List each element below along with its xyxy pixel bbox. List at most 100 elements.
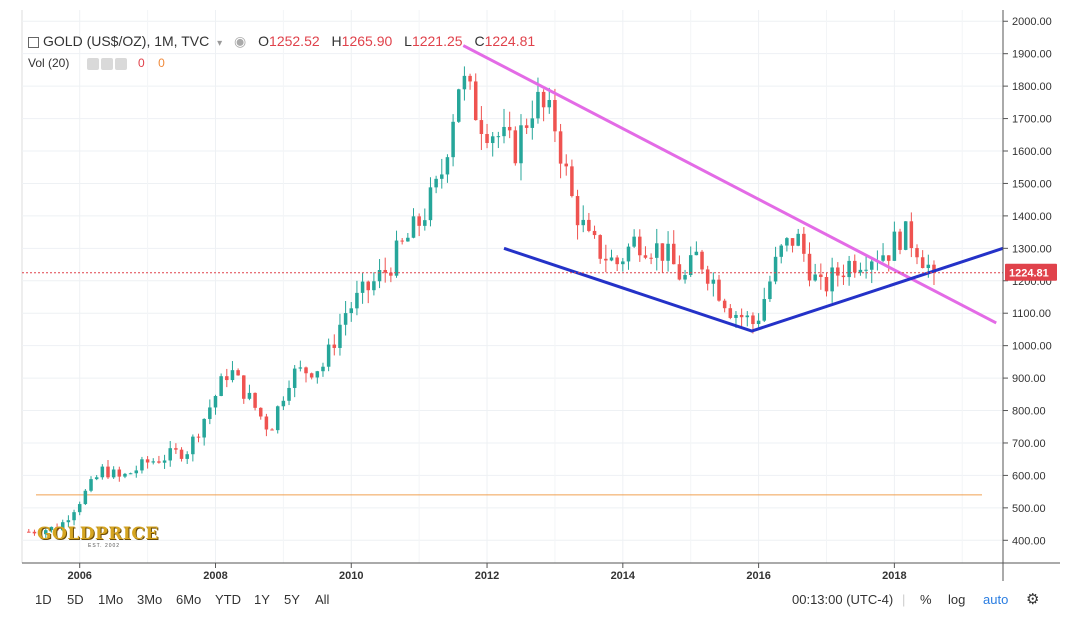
candle-down <box>807 253 812 281</box>
candle-up <box>377 269 382 282</box>
candle-down <box>570 166 574 197</box>
symbol-title[interactable]: GOLD (US$/OZ), 1M, TVC <box>43 33 210 49</box>
candle-up <box>60 522 65 531</box>
candle-down <box>604 258 608 261</box>
auto-toggle[interactable]: auto <box>983 592 1009 607</box>
y-tick-label: 900.00 <box>1012 373 1046 385</box>
timeframe-all[interactable]: All <box>315 592 330 607</box>
candle-down <box>819 274 823 278</box>
candle-up <box>89 479 93 491</box>
dropdown-icon[interactable]: ▾ <box>217 38 223 49</box>
low-label: L <box>404 33 412 49</box>
candle-down <box>615 257 619 265</box>
candle-up <box>626 246 631 262</box>
candle-down <box>485 134 489 144</box>
candle-up <box>123 473 127 477</box>
close-icon[interactable] <box>114 57 127 70</box>
candle-up <box>858 269 863 273</box>
candle-down <box>649 257 653 259</box>
candle-down <box>258 407 263 417</box>
candle-down <box>898 231 902 250</box>
candle-up <box>462 75 467 90</box>
log-toggle[interactable]: log <box>948 592 966 607</box>
candle-up <box>530 118 535 128</box>
timeframe-1d[interactable]: 1D <box>35 592 52 607</box>
candle-down <box>117 469 122 477</box>
candle-up <box>496 136 501 138</box>
downtrend-line <box>462 44 997 325</box>
candle-down <box>383 269 387 273</box>
candle-up <box>903 221 908 250</box>
candle-down <box>309 373 314 378</box>
candle-up <box>208 407 212 419</box>
y-tick-label: 1000.00 <box>1012 341 1052 353</box>
settings-icon[interactable] <box>100 57 113 70</box>
visibility-icon[interactable] <box>86 57 99 70</box>
candle-up <box>581 219 585 226</box>
candle-down <box>55 526 59 531</box>
candle-up <box>519 125 523 164</box>
x-tick-label: 2008 <box>203 570 227 582</box>
candle-up <box>756 320 761 325</box>
timeframe-1y[interactable]: 1Y <box>254 592 270 607</box>
y-tick-label: 1300.00 <box>1012 243 1052 255</box>
candle-up <box>683 275 687 280</box>
chart-grid <box>21 10 1003 563</box>
candle-down <box>541 91 546 108</box>
timeframe-3mo[interactable]: 3Mo <box>137 592 163 607</box>
candle-down <box>366 281 370 291</box>
candle-up <box>864 269 868 271</box>
timeframe-ytd[interactable]: YTD <box>215 592 241 607</box>
y-tick-label: 800.00 <box>1012 406 1046 418</box>
close-label: C <box>474 33 485 49</box>
candle-down <box>802 233 806 254</box>
open-value: 1252.52 <box>269 33 320 49</box>
candle-down <box>932 264 936 273</box>
candle-down <box>598 235 602 259</box>
candle-up <box>847 260 851 278</box>
x-tick-label: 2014 <box>611 570 636 582</box>
gear-icon[interactable]: ⚙ <box>1026 591 1040 608</box>
candle-down <box>145 459 150 463</box>
candle-up <box>745 315 750 318</box>
volume-legend: Vol (20) 0 0 <box>28 56 165 70</box>
candle-down <box>739 314 744 318</box>
candle-down <box>790 238 795 246</box>
bottom-toolbar: 1D 5D 1Mo 3Mo 6Mo YTD 1Y 5Y All 00:13:00… <box>0 584 1080 618</box>
low-value: 1221.25 <box>411 33 463 49</box>
candle-down <box>196 436 201 438</box>
candle-up <box>445 157 450 175</box>
candle-up <box>185 454 189 459</box>
eye-icon[interactable]: ◉ <box>234 33 247 49</box>
chart-legend: GOLD (US$/OZ), 1M, TVC ▾ ◉ O1252.52 H126… <box>28 33 535 50</box>
clock[interactable]: 00:13:00 (UTC-4) <box>792 592 894 607</box>
last-price-tag-text: 1224.81 <box>1009 268 1049 280</box>
candle-up <box>734 314 738 318</box>
candle-down <box>473 81 478 121</box>
timeframe-5y[interactable]: 5Y <box>284 592 300 607</box>
timeframe-1mo[interactable]: 1Mo <box>98 592 124 607</box>
x-tick-label: 2010 <box>339 570 363 582</box>
volume-label[interactable]: Vol (20) <box>28 56 70 70</box>
candle-down <box>575 196 580 226</box>
high-label: H <box>331 33 342 49</box>
candle-up <box>502 126 506 137</box>
candle-down <box>553 99 557 132</box>
candle-down <box>479 120 484 135</box>
percent-toggle[interactable]: % <box>920 592 932 607</box>
y-tick-label: 1800.00 <box>1012 81 1052 93</box>
time-axis: 2006 2008 2010 2012 2014 2016 2018 <box>22 562 1060 582</box>
candle-down <box>728 308 733 318</box>
candle-up <box>451 121 455 158</box>
candle-up <box>44 530 48 535</box>
y-tick-label: 600.00 <box>1012 470 1046 482</box>
timeframe-5d[interactable]: 5D <box>67 592 84 607</box>
candle-down <box>253 392 257 408</box>
candle-up <box>796 233 800 246</box>
collapse-icon[interactable] <box>28 36 39 48</box>
candle-down <box>513 130 518 164</box>
candle-up <box>292 368 297 388</box>
candle-down <box>671 243 676 265</box>
timeframe-6mo[interactable]: 6Mo <box>176 592 202 607</box>
